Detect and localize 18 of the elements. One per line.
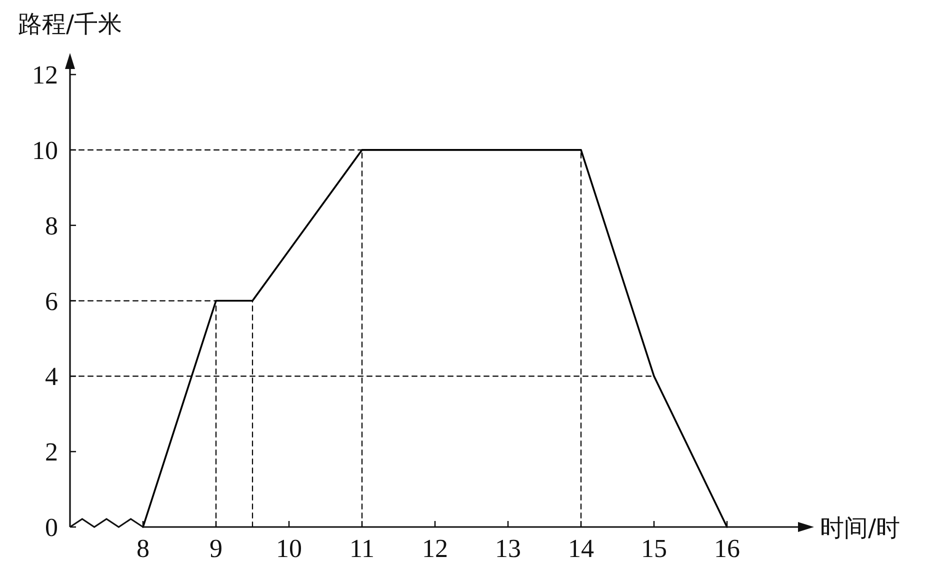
y-tick-label: 6	[45, 286, 58, 316]
x-tick-label: 14	[568, 534, 594, 563]
x-tick-label: 9	[210, 534, 222, 563]
y-tick-label: 10	[32, 136, 58, 165]
x-tick-label: 11	[349, 534, 375, 563]
y-tick-label: 12	[32, 60, 58, 90]
x-tick-label: 16	[714, 534, 740, 563]
x-tick-label: 15	[641, 534, 667, 563]
y-tick-label: 0	[45, 513, 58, 542]
x-tick-label: 13	[495, 534, 521, 563]
x-axis-title: 时间/时	[820, 514, 900, 542]
y-tick-label: 8	[45, 211, 58, 240]
y-tick-label: 4	[45, 362, 58, 392]
x-tick-label: 8	[136, 534, 150, 563]
x-tick-label: 12	[422, 534, 448, 563]
y-axis-title: 路程/千米	[18, 10, 122, 38]
y-tick-label: 2	[45, 438, 58, 467]
x-tick-label: 10	[276, 534, 302, 563]
